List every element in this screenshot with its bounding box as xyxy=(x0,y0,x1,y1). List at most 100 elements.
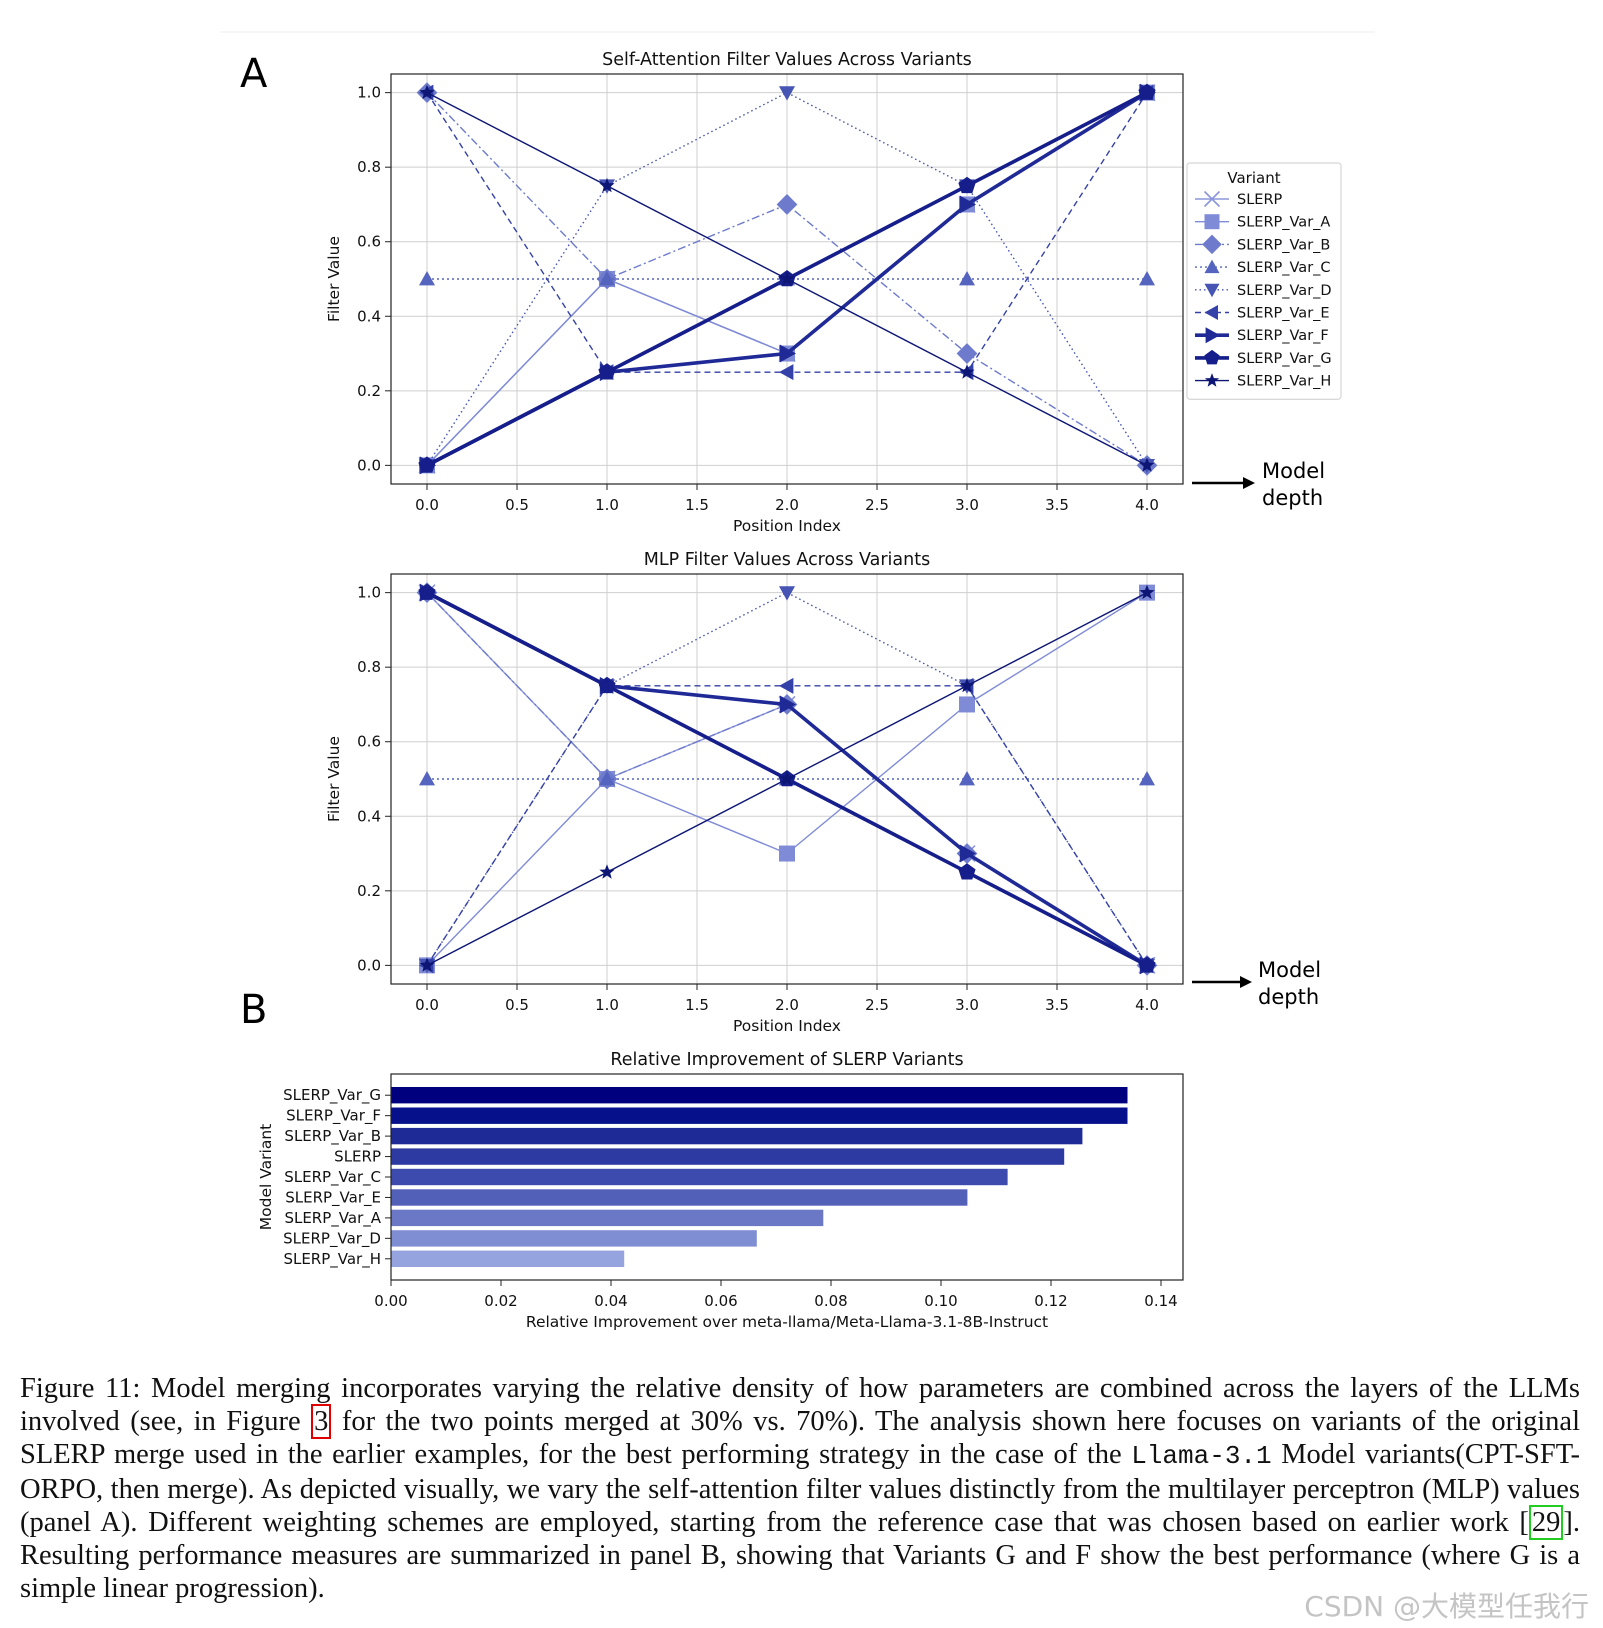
marker-star xyxy=(1204,373,1220,387)
legend-title: Variant xyxy=(1227,169,1280,187)
x-tick-label: 0.10 xyxy=(924,1292,957,1310)
x-tick-label: 0.0 xyxy=(415,996,439,1014)
x-tick-label: 0.04 xyxy=(594,1292,627,1310)
marker-diamond xyxy=(1202,234,1222,255)
legend-label: SLERP_Var_C xyxy=(1237,260,1331,276)
marker-triangle-down xyxy=(779,86,795,101)
bar-slerp-var-d xyxy=(391,1230,757,1247)
y-tick-label: SLERP_Var_A xyxy=(284,1209,381,1228)
x-tick-label: 0.5 xyxy=(505,496,529,514)
x-tick-label: 2.5 xyxy=(865,996,889,1014)
legend-label: SLERP_Var_F xyxy=(1237,328,1329,344)
marker-triangle-left xyxy=(779,364,794,381)
marker-triangle-right xyxy=(779,344,796,363)
depth-arrow-head xyxy=(1240,976,1252,988)
marker-triangle-right xyxy=(959,844,976,863)
figure-reference-link[interactable]: 3 xyxy=(311,1404,332,1439)
panel-label-b: B xyxy=(240,987,267,1033)
marker-triangle-left xyxy=(779,677,794,694)
legend-label: SLERP_Var_E xyxy=(1237,306,1330,322)
legend-label: SLERP_Var_H xyxy=(1237,374,1331,390)
citation-link[interactable]: 29 xyxy=(1528,1505,1564,1540)
y-axis-label: Model Variant xyxy=(257,1124,275,1230)
caption-part4: ]. Resulting performance measures are su… xyxy=(20,1507,1580,1604)
marker-triangle-up xyxy=(419,271,435,286)
x-tick-label: 2.0 xyxy=(775,996,799,1014)
x-tick-label: 1.0 xyxy=(595,996,619,1014)
x-tick-label: 3.0 xyxy=(955,996,979,1014)
depth-label-line2: depth xyxy=(1258,985,1319,1009)
bar-slerp-var-c xyxy=(391,1168,1008,1186)
x-tick-label: 3.5 xyxy=(1045,496,1069,514)
model-depth-annotation-top: Model depth xyxy=(1192,459,1325,510)
marker-star xyxy=(1139,457,1155,472)
marker-diamond xyxy=(776,194,798,215)
bar-slerp-var-e xyxy=(391,1189,968,1206)
marker-triangle-right xyxy=(1205,327,1220,344)
self-attention-chart: 0.0 0.5 1.0 1.5 2.0 2.5 3.0 3.5 4.0 0.0 0.2 0.4 0.6 0… xyxy=(325,50,1184,535)
caption-part2: for the two points merged at 30% vs. 70%… xyxy=(20,1406,1580,1470)
depth-label-line1: Model xyxy=(1262,459,1325,483)
x-tick-label: 3.0 xyxy=(955,496,979,514)
x-tick-label: 0.02 xyxy=(484,1292,517,1310)
legend-label: SLERP_Var_G xyxy=(1237,351,1332,367)
bar-slerp-var-b xyxy=(391,1127,1083,1145)
y-tick-label: SLERP_Var_E xyxy=(285,1188,381,1207)
depth-arrow-head xyxy=(1243,477,1255,489)
marker-pentagon xyxy=(1138,83,1156,100)
marker-triangle-up xyxy=(1204,259,1220,274)
chart-legend: Variant SLERP SLERP_Var_A SLERP_Var_B SLERP_… xyxy=(1186,162,1342,400)
marker-star xyxy=(959,677,975,693)
marker-star xyxy=(959,364,975,379)
figure-canvas: A B 0.0 0.5 1.0 1.5 2.0 2.5 3.0 3.5 4.0 0.0 0.2 0.4… xyxy=(220,31,1375,1332)
model-depth-annotation-bottom: Model depth xyxy=(1192,958,1321,1009)
marker-diamond xyxy=(956,343,978,364)
y-tick-label: 0.4 xyxy=(357,307,381,325)
y-tick-label: 0.2 xyxy=(357,882,381,900)
y-tick-label: 0.0 xyxy=(357,456,381,474)
x-axis-label: Relative Improvement over meta-llama/Met… xyxy=(526,1313,1048,1331)
watermark: CSDN @大模型任我行 xyxy=(1304,1590,1589,1623)
chart-title: Relative Improvement of SLERP Variants xyxy=(610,1050,963,1070)
marker-square xyxy=(1204,214,1220,230)
x-tick-label: 2.5 xyxy=(865,496,889,514)
marker-triangle-up xyxy=(419,771,435,786)
series-slerp-var-h xyxy=(419,84,1155,472)
bar-slerp-var-g xyxy=(391,1087,1128,1104)
y-tick-label: 0.8 xyxy=(357,658,381,676)
figure-caption: Figure 11: Model merging incorporates va… xyxy=(20,1372,1580,1605)
legend-label: SLERP xyxy=(1237,192,1283,208)
chart-title: Self-Attention Filter Values Across Vari… xyxy=(602,50,972,70)
y-tick-label: 0.0 xyxy=(357,956,381,974)
marker-star xyxy=(1139,584,1155,600)
x-tick-label: 1.0 xyxy=(595,496,619,514)
legend-label: SLERP_Var_D xyxy=(1237,283,1332,299)
marker-pentagon xyxy=(418,583,436,600)
depth-label-line1: Model xyxy=(1258,958,1321,982)
x-tick-label: 0.14 xyxy=(1144,1292,1177,1310)
marker-pentagon xyxy=(1204,349,1220,365)
marker-triangle-up xyxy=(1139,771,1155,786)
marker-triangle-left xyxy=(1204,305,1218,320)
bar-slerp-var-a xyxy=(391,1209,824,1227)
marker-pentagon xyxy=(598,363,616,380)
marker-triangle-up xyxy=(959,771,975,786)
y-tick-label: 0.6 xyxy=(357,733,381,751)
marker-x xyxy=(1203,190,1221,208)
caption-part3: Model variants(CPT-SFT-ORPO, then merge)… xyxy=(20,1439,1580,1538)
y-tick-label: 0.6 xyxy=(357,233,381,251)
panel-label-a: A xyxy=(240,51,268,97)
y-tick-label: SLERP_Var_G xyxy=(283,1086,381,1105)
y-tick-label: 0.8 xyxy=(357,158,381,176)
y-axis-label: Filter Value xyxy=(325,236,343,322)
marker-pentagon xyxy=(1138,956,1156,973)
marker-triangle-up xyxy=(599,271,615,286)
y-tick-label: 0.4 xyxy=(357,807,381,825)
legend-label: SLERP_Var_B xyxy=(1237,237,1330,253)
y-tick-label: 1.0 xyxy=(357,84,381,102)
y-tick-label: 0.2 xyxy=(357,382,381,400)
x-tick-label: 2.0 xyxy=(775,496,799,514)
x-axis-label: Position Index xyxy=(733,517,841,535)
x-tick-label: 1.5 xyxy=(685,496,709,514)
x-tick-label: 4.0 xyxy=(1135,496,1159,514)
